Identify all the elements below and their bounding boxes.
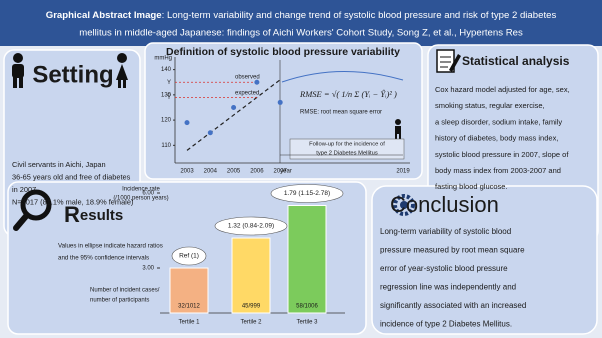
conclusion-panel — [371, 185, 598, 335]
conclusion-line: pressure measured by root mean square — [380, 246, 525, 255]
x-tick-label: 2006 — [250, 169, 264, 175]
document-icon — [436, 49, 461, 73]
data-point — [277, 99, 283, 105]
marker-label: Ŷ — [167, 94, 171, 101]
statistical-line: systolic blood pressure in 2007, slope o… — [435, 150, 569, 159]
y-axis-label: Incidence rate — [122, 187, 160, 193]
header-line: Graphical Abstract Image: Long-term vari… — [46, 10, 557, 21]
follow-up-arrow — [281, 71, 404, 83]
expected-label: expected — [235, 91, 259, 97]
conclusion-line: Long-term variability of systolic blood — [380, 227, 511, 236]
follow-up-text: type 2 Diabetes Mellitus — [316, 151, 378, 157]
x-tick-label: 2003 — [180, 169, 194, 175]
rmse-note: RMSE: root mean square error — [300, 110, 382, 116]
x-tick-label: Tertile 1 — [178, 320, 200, 326]
statistical-title: Statistical analysis — [462, 54, 570, 68]
count-label: 32/1012 — [178, 304, 200, 310]
results-note: Values in ellipse indicate hazard ratios — [58, 243, 163, 250]
x-axis-label: year — [280, 169, 292, 175]
results-title-rest: esults — [80, 207, 123, 224]
follow-up-text: Follow-up for the incidence of — [309, 142, 385, 148]
setting-line: Civil servants in Aichi, Japan — [12, 160, 106, 169]
header-bar — [0, 0, 602, 46]
statistical-line: history of diabetes, body mass index, — [435, 134, 558, 143]
statistical-line: fasting blood glucose. — [435, 182, 508, 191]
results-note: and the 95% confidence intervals — [58, 255, 149, 262]
x-tick-label: 2005 — [227, 169, 241, 175]
count-label: 58/1006 — [296, 304, 318, 310]
definition-title: Definition of systolic blood pressure va… — [166, 46, 400, 58]
y-axis-label: (/1000 person years) — [113, 196, 168, 202]
y-tick-label: 110 — [161, 143, 171, 149]
conclusion-title: Conclusion — [390, 192, 499, 217]
conclusion-line: regression line was independently and — [380, 283, 516, 292]
person-icons — [12, 53, 401, 141]
y-tick-label: 140 — [161, 67, 172, 73]
observed-label: observed — [235, 75, 260, 81]
x-tick-label: Tertile 3 — [296, 320, 318, 326]
results-title: Results — [64, 202, 123, 227]
count-label: Number of incident cases/ — [90, 288, 160, 294]
trend-line — [186, 79, 281, 151]
hazard-ratio: 1.79 (1.15-2.78) — [284, 190, 330, 197]
bar — [287, 205, 327, 314]
count-label: 45/999 — [242, 304, 261, 310]
marker-label: Y — [167, 80, 171, 86]
count-label: number of participants — [90, 298, 149, 304]
follow-up-box — [289, 138, 405, 160]
hazard-ratio: 1.32 (0.84-2.09) — [228, 223, 274, 230]
statistical-line: smoking status, regular exercise, — [435, 101, 545, 110]
conclusion-line: incidence of type 2 Diabetes Mellitus. — [380, 320, 512, 329]
header-text: : Long-term variability and change trend… — [162, 10, 557, 21]
x-tick-label: 2004 — [204, 169, 218, 175]
results-title-initial: R — [64, 202, 80, 227]
conclusion-line: significantly associated with an increas… — [380, 301, 526, 310]
y-tick-label: 130 — [161, 92, 172, 98]
y-tick-label: 120 — [161, 118, 172, 124]
x-tick-label: 2019 — [396, 169, 410, 175]
x-tick-label: 2007 — [274, 169, 288, 175]
gear-icon — [393, 194, 415, 216]
header-text: mellitus in middle-aged Japanese: findin… — [79, 28, 523, 39]
header-label: Graphical Abstract Image — [46, 10, 162, 21]
hazard-ellipse — [214, 216, 288, 236]
y-tick-label: 6.00 — [142, 191, 154, 197]
magnifier-icon — [13, 189, 52, 231]
y-axis-label: mmHg — [154, 56, 172, 62]
conclusion-line: error of year-systolic blood pressure — [380, 264, 508, 273]
data-point — [184, 120, 190, 126]
statistical-line: Cox hazard model adjusted for age, sex, — [435, 85, 570, 94]
bar — [169, 267, 209, 314]
setting-line: in 2007 — [12, 185, 36, 194]
hazard-ellipse — [171, 246, 207, 266]
data-point — [231, 104, 237, 110]
x-tick-label: Tertile 2 — [240, 320, 262, 326]
y-tick-label: 3.00 — [142, 266, 154, 272]
setting-line: 36-65 years old and free of diabetes — [12, 172, 131, 181]
data-point — [207, 130, 213, 136]
statistical-line: a sleep disorder, sodium intake, family — [435, 117, 562, 126]
hazard-ratio: Ref (1) — [179, 253, 199, 260]
formula: RMSE = √( 1/n Σ (Yᵢ − Ŷᵢ)² ) — [299, 89, 397, 99]
data-point — [254, 79, 260, 85]
bar — [231, 237, 271, 314]
statistical-line: body mass index from 2003-2007 and — [435, 166, 561, 175]
setting-title: Setting — [32, 61, 113, 88]
setting-line: N=3017 (81.1% male, 18.9% female) — [12, 197, 133, 206]
hazard-ellipse — [270, 184, 344, 203]
